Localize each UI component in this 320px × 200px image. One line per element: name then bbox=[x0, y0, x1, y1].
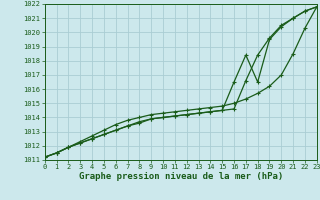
X-axis label: Graphe pression niveau de la mer (hPa): Graphe pression niveau de la mer (hPa) bbox=[79, 172, 283, 181]
